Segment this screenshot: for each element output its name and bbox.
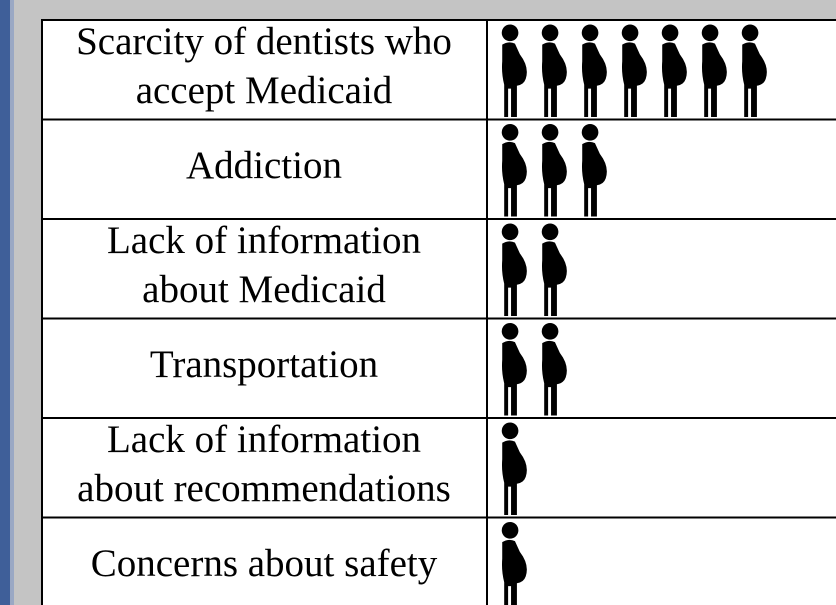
- left-edge-highlight: [10, 0, 14, 605]
- category-label: Lack of information: [107, 418, 421, 461]
- table: [41, 19, 836, 605]
- category-label: about Medicaid: [142, 268, 386, 311]
- category-label: Transportation: [150, 343, 378, 386]
- category-label: Lack of information: [107, 219, 421, 262]
- category-label: Concerns about safety: [91, 542, 438, 585]
- category-label: Scarcity of dentists who: [76, 20, 452, 63]
- category-label: accept Medicaid: [136, 69, 393, 112]
- left-edge: [0, 0, 10, 605]
- rows: Scarcity of dentists who accept Medicaid A…: [42, 20, 836, 605]
- category-label: Addiction: [186, 144, 342, 187]
- category-label: about recommendations: [77, 467, 451, 510]
